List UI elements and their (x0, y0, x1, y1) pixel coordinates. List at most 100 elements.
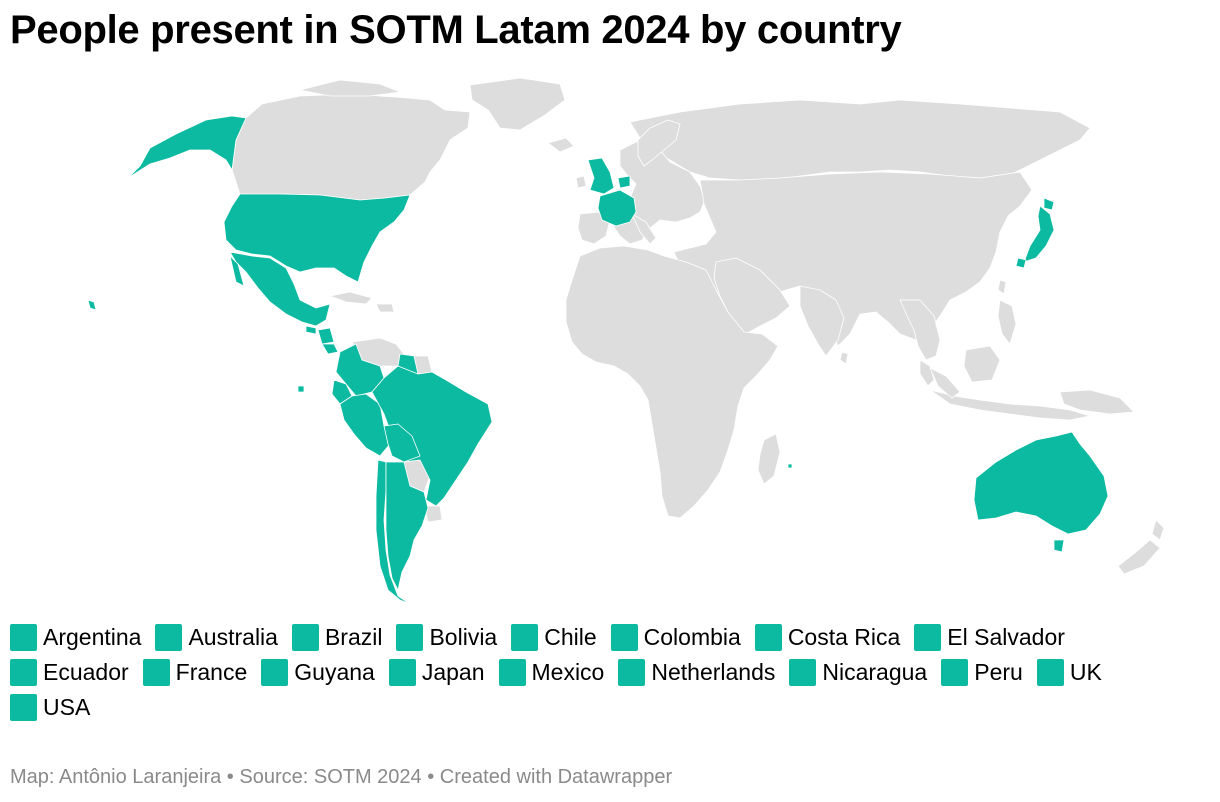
legend-item: Costa Rica (754, 624, 901, 651)
legend-swatch (914, 624, 942, 651)
legend-label: El Salvador (947, 624, 1065, 650)
africa-shape (565, 245, 779, 519)
legend-label: USA (43, 694, 91, 720)
legend-swatch (10, 694, 37, 721)
borneo-shape (963, 345, 1001, 383)
legend-item: Guyana (261, 659, 375, 686)
legend-item: France (142, 659, 248, 686)
nicaragua-shape (317, 327, 335, 345)
hokkaido-shape (1043, 197, 1055, 211)
legend-swatch (754, 624, 782, 651)
legend-swatch (396, 624, 424, 651)
italy-shape (631, 213, 657, 245)
footer-credits: Map: Antônio Laranjeira • Source: SOTM 2… (10, 766, 673, 788)
australia-shape (973, 431, 1109, 535)
netherlands-shape (617, 175, 631, 189)
legend-item: Mexico (498, 659, 605, 686)
legend-item: El Salvador (914, 624, 1065, 651)
uruguay-shape (423, 505, 443, 523)
malaysia-shape (919, 359, 935, 387)
legend-item: Colombia (610, 624, 741, 651)
legend-swatch (155, 624, 183, 651)
legend-item: Argentina (10, 624, 141, 651)
legend-label: Brazil (324, 624, 383, 650)
legend-item: Japan (388, 659, 485, 686)
hispaniola-shape (375, 303, 395, 313)
legend-swatch (498, 659, 526, 686)
canada-shape (231, 93, 471, 201)
uk-shape (587, 157, 615, 195)
legend-swatch (511, 624, 539, 651)
legend-swatch (10, 659, 37, 686)
legend-item: USA (10, 694, 90, 721)
legend-label: Bolivia (429, 624, 498, 650)
legend-swatch (1036, 659, 1064, 686)
sri-lanka-shape (839, 351, 849, 365)
se-asia-shape (899, 299, 941, 361)
cuba-shape (329, 291, 373, 305)
legend-swatch (388, 659, 416, 686)
indonesia-shape (929, 389, 1091, 421)
legend-label: Australia (188, 624, 278, 650)
legend-item: Peru (941, 659, 1023, 686)
japan-shape (1023, 205, 1055, 263)
legend-label: Ecuador (43, 659, 129, 685)
greenland-shape (469, 77, 566, 131)
legend-label: Costa Rica (787, 624, 901, 650)
legend: Argentina Australia Brazil Bolivia Chile Colo… (10, 624, 1210, 721)
reunion-shape (787, 463, 793, 469)
page-title: People present in SOTM Latam 2024 by cou… (10, 8, 902, 52)
new-zealand-south-shape (1117, 539, 1161, 575)
legend-item: Brazil (291, 624, 383, 651)
baja-shape (229, 255, 245, 287)
legend-item: Nicaragua (789, 659, 927, 686)
legend-label: UK (1069, 659, 1102, 685)
kyushu-shape (1015, 257, 1027, 269)
legend-label: Japan (421, 659, 485, 685)
usa-shape (223, 193, 411, 283)
legend-swatch (261, 659, 289, 686)
legend-swatch (10, 624, 37, 651)
legend-swatch (610, 624, 638, 651)
madagascar-shape (757, 433, 781, 485)
galapagos-shape (297, 385, 305, 393)
legend-item: Australia (155, 624, 278, 651)
legend-label: France (175, 659, 248, 685)
legend-label: Mexico (531, 659, 605, 685)
el-salvador-shape (305, 325, 317, 335)
legend-label: Peru (974, 659, 1023, 685)
india-shape (799, 285, 845, 357)
legend-label: Chile (544, 624, 597, 650)
legend-swatch (142, 659, 170, 686)
legend-swatch (941, 659, 969, 686)
arabia-shape (713, 257, 791, 335)
legend-label: Colombia (643, 624, 741, 650)
legend-swatch (618, 659, 646, 686)
legend-item: Chile (511, 624, 597, 651)
legend-item: Bolivia (396, 624, 497, 651)
russia-north-shape (629, 99, 1091, 181)
bolivia-shape (383, 423, 421, 463)
legend-label: Guyana (294, 659, 375, 685)
sumatra-shape (929, 367, 961, 399)
legend-item: Netherlands (618, 659, 775, 686)
costa-rica-shape (321, 343, 339, 355)
ireland-shape (575, 175, 587, 189)
france-shape (597, 189, 637, 227)
new-guinea-shape (1059, 389, 1135, 415)
taiwan-shape (997, 279, 1007, 295)
legend-swatch (291, 624, 319, 651)
mexico-shape (229, 251, 331, 327)
alaska-shape (127, 115, 247, 179)
new-zealand-north-shape (1151, 519, 1165, 541)
hawaii-shape (87, 299, 97, 311)
iceland-shape (547, 137, 575, 153)
scandinavia-shape (637, 119, 681, 167)
legend-label: Netherlands (651, 659, 776, 685)
world-map (87, 77, 1165, 605)
philippines-shape (997, 299, 1017, 345)
canada-islands-shape (299, 79, 401, 97)
tasmania-shape (1053, 539, 1065, 553)
legend-label: Nicaragua (822, 659, 928, 685)
legend-swatch (789, 659, 817, 686)
